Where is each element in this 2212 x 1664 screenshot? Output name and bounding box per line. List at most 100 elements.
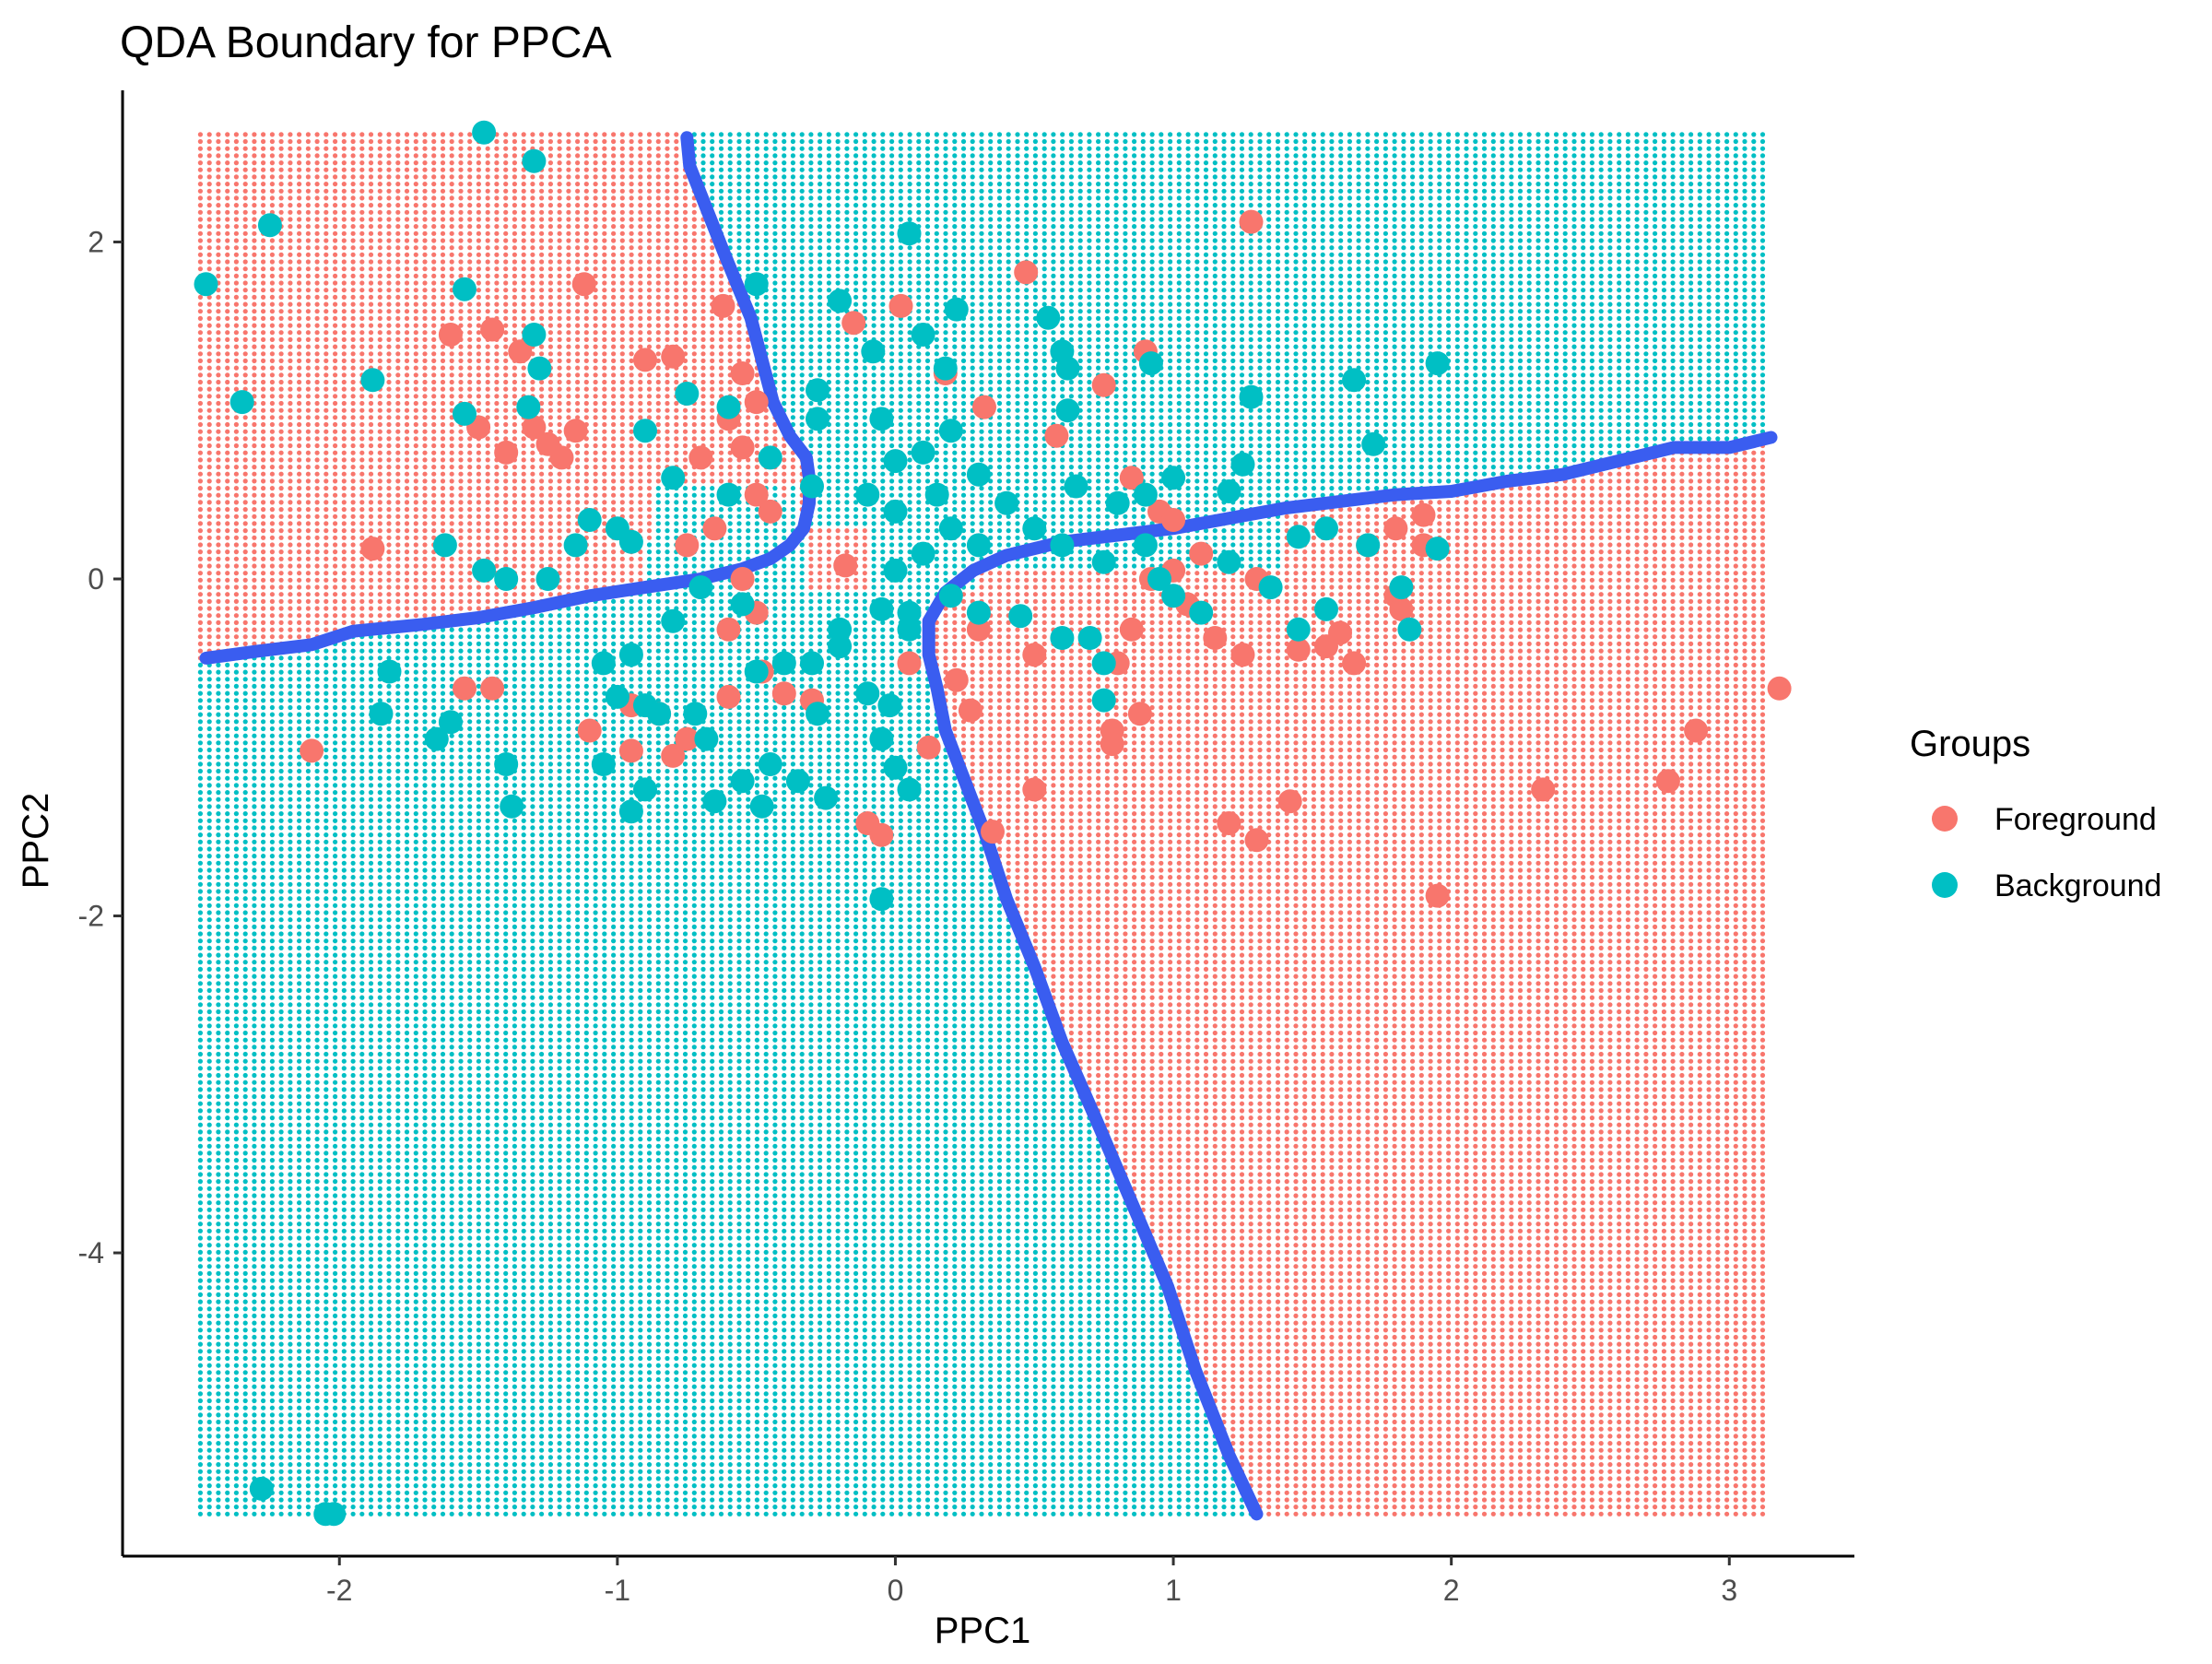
region-dot-4961 [422, 1080, 428, 1085]
region-dot-4683 [404, 273, 410, 278]
region-dot-3406 [350, 987, 356, 993]
region-dot-515 [216, 641, 221, 647]
region-dot-558 [216, 336, 221, 342]
region-dot-1928 [278, 351, 284, 357]
region-dot-593 [225, 1476, 230, 1481]
region-dot-3625 [359, 825, 365, 831]
region-dot-1453 [261, 938, 266, 944]
region-dot-2542 [305, 167, 311, 172]
region-dot-4110 [377, 167, 382, 172]
region-dot-1621 [269, 1137, 275, 1142]
region-dot-843 [233, 1093, 239, 1100]
region-dot-4168 [386, 1143, 392, 1149]
region-dot-2773 [324, 1306, 329, 1312]
region-dot-2094 [288, 563, 293, 569]
region-dot-3604 [359, 974, 365, 979]
region-dot-1417 [261, 1193, 266, 1198]
region-dot-3954 [377, 1270, 382, 1276]
region-dot-3459 [350, 613, 356, 619]
region-dot-2358 [305, 1469, 311, 1474]
region-dot-612 [225, 1341, 230, 1347]
region-dot-4182 [386, 1044, 392, 1050]
region-dot-2226 [297, 1016, 302, 1021]
region-dot-4793 [413, 881, 418, 887]
region-dot-48 [197, 1172, 203, 1177]
region-dot-3602 [359, 987, 365, 993]
region-dot-3153 [341, 1391, 347, 1397]
region-dot-2512 [305, 379, 311, 385]
region-dot-2703 [314, 415, 320, 420]
region-dot-2525 [305, 288, 311, 293]
region-dot-3351 [350, 1376, 356, 1383]
region-dot-1972 [288, 1426, 293, 1432]
region-dot-4971 [422, 1009, 428, 1015]
region-dot-263 [206, 1037, 212, 1043]
region-dot-2077 [288, 683, 293, 690]
region-dot-2155 [288, 132, 293, 137]
region-dot-3166 [341, 1299, 347, 1304]
region-dot-1907 [278, 500, 284, 505]
region-dot-4967 [422, 1037, 428, 1043]
region-dot-3799 [368, 981, 374, 986]
region-dot-2088 [288, 606, 293, 611]
region-dot-19 [197, 1376, 203, 1383]
region-dot-4685 [404, 259, 410, 265]
region-dot-122 [197, 648, 203, 654]
region-dot-4364 [395, 1143, 401, 1149]
region-dot-2976 [333, 1257, 338, 1262]
region-dot-2528 [305, 266, 311, 272]
region-dot-3650 [359, 648, 365, 654]
region-dot-2939 [324, 132, 329, 137]
region-dot-841 [233, 1108, 239, 1114]
region-dot-438 [216, 1186, 221, 1191]
region-dot-1486 [261, 704, 266, 711]
region-dot-4684 [404, 266, 410, 272]
region-dot-4476 [395, 351, 401, 357]
region-dot-3046 [333, 761, 338, 767]
region-dot-3338 [350, 1469, 356, 1474]
region-dot-2537 [305, 203, 311, 208]
region-dot-113 [197, 712, 203, 717]
region-dot-2663 [314, 698, 320, 703]
region-dot-4272 [386, 407, 392, 413]
region-dot-3722 [359, 138, 365, 145]
region-dot-1858 [278, 846, 284, 852]
region-dot-3989 [377, 1023, 382, 1029]
region-dot-458 [216, 1044, 221, 1050]
region-dot-4259 [386, 500, 392, 505]
region-dot-2790 [324, 1186, 329, 1191]
region-dot-825 [233, 1221, 239, 1227]
region-dot-35 [197, 1264, 203, 1269]
region-dot-3937 [377, 1391, 382, 1397]
region-dot-3497 [350, 344, 356, 349]
region-dot-3243 [341, 754, 347, 760]
region-dot-4852 [413, 465, 418, 470]
region-dot-2618 [314, 1016, 320, 1021]
region-dot-2610 [314, 1072, 320, 1079]
region-dot-799 [233, 1405, 239, 1410]
region-dot-4948 [422, 1172, 428, 1177]
region-dot-4616 [404, 747, 410, 753]
region-dot-3352 [350, 1370, 356, 1375]
region-dot-4279 [386, 358, 392, 363]
region-dot-242 [206, 1186, 212, 1191]
region-dot-1011 [242, 1292, 248, 1297]
region-dot-2720 [314, 294, 320, 300]
region-dot-1743 [269, 273, 275, 278]
region-dot-1484 [261, 719, 266, 725]
region-dot-1057 [242, 966, 248, 972]
region-dot-2424 [305, 1002, 311, 1008]
region-dot-4468 [395, 407, 401, 413]
region-dot-4560 [404, 1143, 410, 1149]
region-dot-2025 [288, 1051, 293, 1057]
region-dot-4439 [395, 613, 401, 619]
region-dot-532 [216, 521, 221, 526]
region-dot-2342 [297, 195, 302, 201]
region-dot-3491 [350, 386, 356, 392]
region-dot-546 [216, 421, 221, 428]
region-dot-4078 [377, 394, 382, 399]
region-dot-1367 [252, 160, 257, 166]
region-dot-2594 [314, 1186, 320, 1191]
region-dot-147 [197, 471, 203, 477]
region-dot-3951 [377, 1292, 382, 1297]
